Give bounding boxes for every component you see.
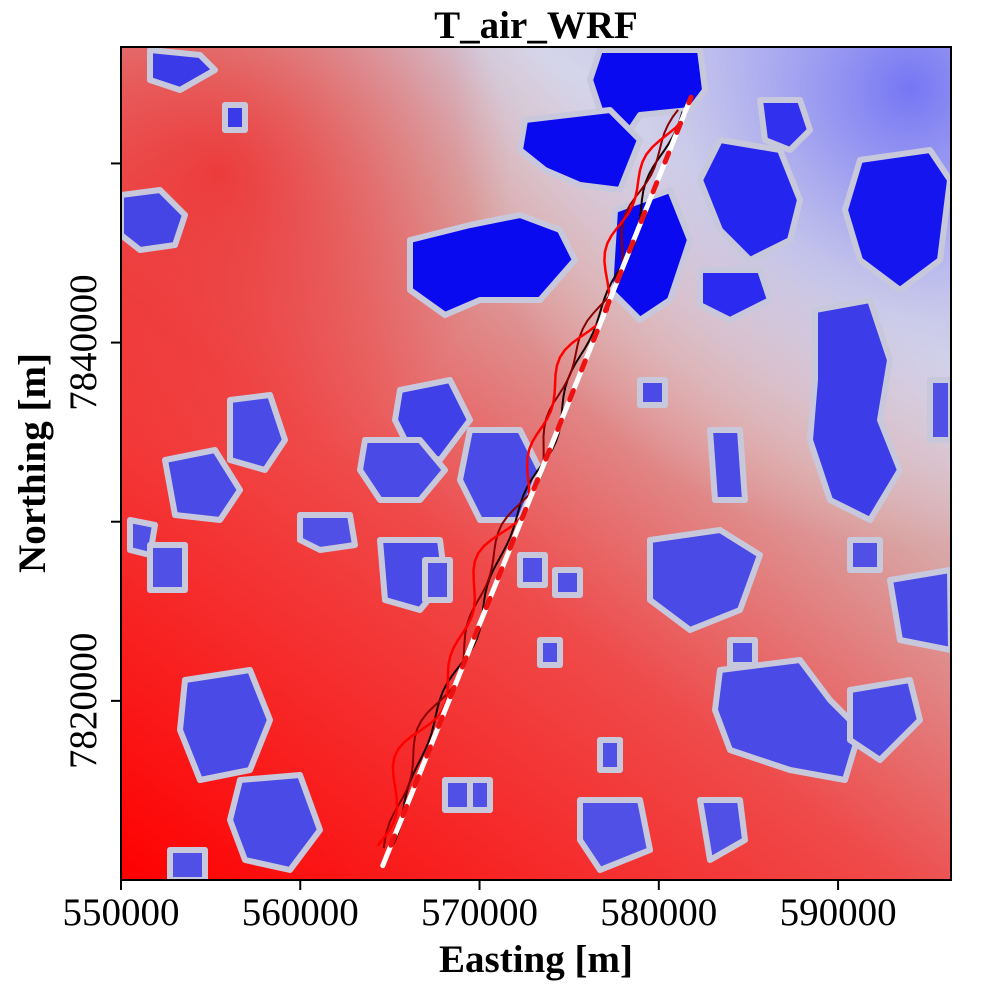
cold-patch [517,107,643,193]
y-axis: 7820000 7840000 [62,162,121,770]
cold-patch [727,637,758,668]
chart-title: T_air_WRF [434,4,638,47]
cold-patch [537,637,563,668]
cold-patch [147,47,218,93]
cold-patch [552,567,583,598]
cold-patch [467,777,493,813]
cold-patch [587,47,708,133]
cold-patch [227,392,288,473]
x-tick-label: 550000 [63,891,180,934]
y-axis-title: Northing [m] [11,353,54,573]
cold-patch [162,447,243,523]
cold-patch [697,137,803,263]
x-tick-label: 580000 [600,891,717,934]
cold-patch [147,542,188,593]
cold-patch [807,297,903,523]
x-tick-label: 570000 [421,891,538,934]
cold-patch [577,797,653,873]
cold-patch [222,102,248,133]
plot-frame [120,46,952,881]
x-tick-label: 560000 [242,891,359,934]
cold-patch [121,187,188,253]
cold-patch [597,737,623,773]
x-tick-label: 590000 [780,891,897,934]
cold-patch [227,772,323,873]
cold-patch [407,212,578,318]
cold-patch [712,657,863,783]
cold-patch [442,777,473,813]
cold-patch [357,437,448,503]
cold-patch [297,512,358,553]
cold-patch [167,847,208,880]
cold-patches [121,47,951,880]
y-tick-label: 7840000 [62,274,105,411]
cold-patch [177,667,273,783]
cold-patch [927,377,951,443]
cold-patch [637,377,668,408]
cold-patch [757,97,813,153]
x-axis: 550000 560000 570000 580000 590000 [63,880,897,934]
track-line-red-dashes [380,94,694,869]
cold-patch [887,567,951,653]
cold-patch [847,537,883,573]
cold-patch [847,677,923,763]
cold-patch [422,557,453,603]
cold-patch [517,552,548,588]
cold-patch [697,797,748,863]
contour-line [376,112,688,847]
cold-patch [842,147,951,293]
x-axis-title: Easting [m] [439,938,633,981]
cold-patch [647,527,763,633]
cold-patch [697,267,773,323]
cold-patch [707,427,748,503]
map-field [121,47,951,880]
y-tick-label: 7820000 [62,633,105,770]
